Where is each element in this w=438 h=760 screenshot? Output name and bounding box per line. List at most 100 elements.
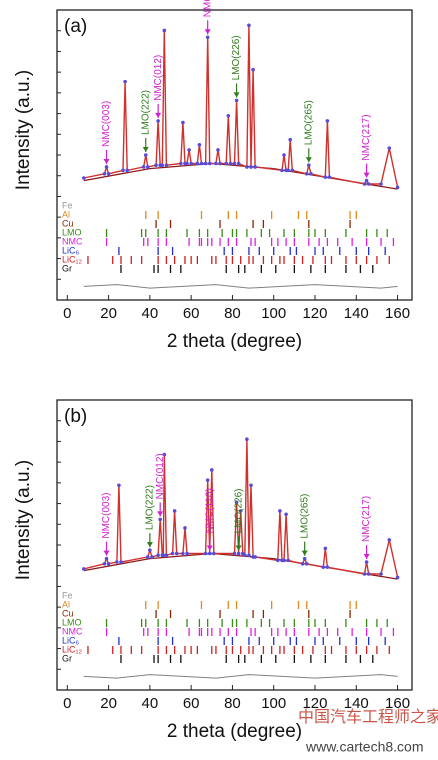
observed-point [245,165,249,169]
observed-point [156,119,160,123]
observed-point [150,555,154,559]
observed-point [247,23,251,28]
observed-point [82,567,86,571]
phase-label: LMO [62,617,82,627]
observed-point [327,175,332,179]
observed-point [387,146,392,150]
observed-point [243,553,247,558]
phase-label: Gr [62,653,72,663]
phase-label: LiC₁₂ [62,254,83,264]
observed-point [253,555,257,559]
observed-point [226,113,231,118]
observed-point [104,165,109,169]
observed-point [106,561,111,566]
observed-point [82,176,86,180]
observed-point [249,483,253,488]
observed-point [282,153,286,157]
x-tick-label: 120 [302,695,327,712]
phase-label: Cu [62,608,74,618]
x-tick-label: 40 [142,305,159,322]
annotation-label: LMO(265) [299,494,310,539]
observed-point [395,575,400,580]
observed-point [162,452,167,457]
observed-point [164,553,169,558]
observed-point [304,561,309,566]
observed-point [102,171,107,176]
observed-point [323,546,328,551]
observed-point [323,175,328,179]
x-tick-label: 20 [100,695,117,712]
annotation-label: LMO(222) [140,90,151,135]
phase-label: Fe [62,590,73,600]
x-tick-label: 100 [261,305,286,322]
observed-point [387,538,392,542]
observed-point [203,551,208,556]
x-tick-label: 100 [261,695,286,712]
observed-point [234,98,239,103]
observed-point [366,572,371,576]
observed-point [181,551,185,556]
annotation-arrowhead [363,172,370,178]
observed-point [236,161,241,166]
observed-point [224,161,229,166]
observed-point [117,483,121,488]
observed-point [154,163,158,168]
observed-point [205,35,210,40]
observed-point [121,168,125,173]
x-tick-label: 20 [100,305,117,322]
observed-point [187,148,191,152]
observed-point [366,182,371,186]
observed-point [195,161,200,166]
annotation-arrowhead [204,29,211,35]
observed-point [119,560,123,564]
observed-point [321,565,326,569]
observed-point [174,551,179,556]
annotation-label: NMC(012) [155,453,166,499]
phase-label: LiC₆ [62,635,80,645]
observed-point [162,28,167,33]
observed-point [234,500,239,505]
x-tick-label: 80 [224,305,241,322]
panel-label: (b) [64,406,87,427]
background-curve [83,552,398,580]
phase-label: Fe [62,200,73,210]
observed-point [158,517,162,522]
annotation-label: NMC(217) [361,496,372,542]
observed-point [251,67,255,72]
x-tick-label: 140 [344,305,369,322]
background-curve [83,162,398,190]
observed-point [183,526,187,530]
annotation-label: LMO(265) [303,100,314,145]
x-axis-label: 2 theta (degree) [167,331,302,352]
observed-point [161,553,166,558]
annotation-label: NMC(110) [202,0,213,17]
observed-point [286,168,290,173]
x-tick-label: 60 [183,305,200,322]
observed-point [247,553,251,558]
observed-point [364,560,369,564]
observed-point [148,548,152,552]
phase-label: LiC₆ [62,245,80,255]
difference-curve [83,284,398,289]
observed-point [362,182,367,186]
x-tick-label: 160 [385,305,410,322]
phase-label: Cu [62,218,74,228]
observed-point [164,163,169,168]
annotation-label: LMO(226) [231,35,242,80]
watermark-url: www.cartech8.com [305,739,423,755]
observed-point [104,556,109,561]
observed-point [253,165,257,169]
panel-label: (a) [64,16,87,37]
observed-point [199,161,204,166]
annotation-arrowhead [103,550,110,556]
y-axis-label: Intensity (a.u.) [13,460,34,580]
annotation-arrowhead [363,554,370,560]
annotation-arrowhead [305,157,312,163]
observed-point [209,468,214,472]
observed-point [379,182,383,186]
x-tick-label: 80 [224,695,241,712]
x-tick-label: 60 [183,695,200,712]
observed-point [207,161,212,166]
